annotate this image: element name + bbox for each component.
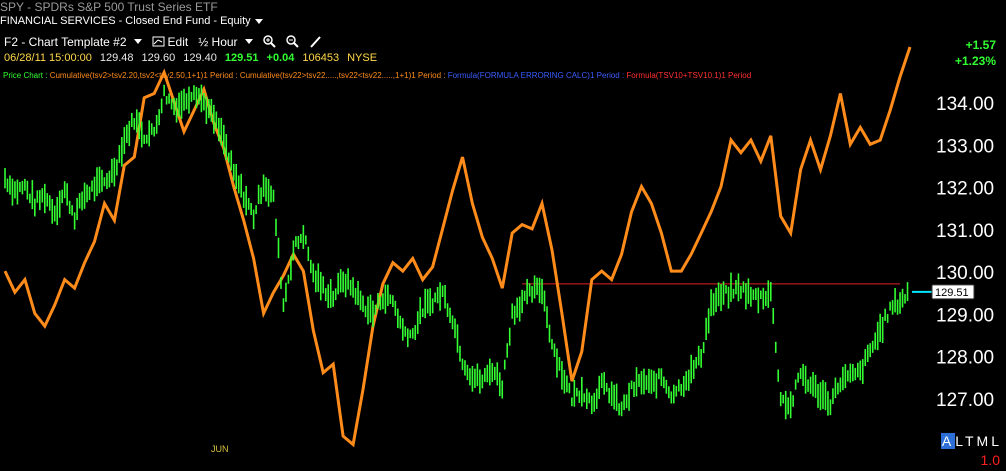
y-tick-label: 134.00: [936, 94, 994, 115]
quote-high: 129.60: [141, 52, 176, 64]
chevron-down-icon: [244, 39, 253, 44]
legend-price[interactable]: Price Chart :: [3, 71, 48, 80]
y-axis-ticks: 134.00 133.00 132.00 131.00 130.00 129.00 128.…: [936, 94, 994, 411]
net-change: +1.57: [965, 38, 996, 52]
quote-low: 129.40: [183, 52, 217, 64]
net-change-box: +1.57 +1.23%: [955, 37, 996, 69]
period-dropdown[interactable]: ½ Hour: [198, 34, 253, 49]
price-bars-green: [4, 84, 909, 420]
quote-change: +0.04: [266, 52, 295, 64]
window-title: SPY - SPDRs S&P 500 Trust Series ETF: [0, 0, 218, 14]
mode-active[interactable]: A: [940, 433, 956, 449]
edit-button[interactable]: Edit: [152, 34, 189, 49]
legend-indicator-4[interactable]: Formula(TSV10+TSV10.1)1 Period: [626, 71, 752, 80]
version-label: 1.0: [980, 452, 1000, 468]
toolbar: F2 - Chart Template #2 Edit ½ Hour: [0, 34, 322, 49]
sector-selector[interactable]: FINANCIAL SERVICES - Closed End Fund - E…: [0, 15, 263, 29]
quote-last: 129.51: [224, 52, 259, 64]
last-price-tag: 129.51: [912, 284, 975, 300]
chevron-down-icon: [254, 18, 263, 24]
quote-datetime: 06/28/11 15:00:00: [4, 52, 92, 64]
period-label: ½ Hour: [198, 34, 238, 49]
mode-rest[interactable]: LTML: [955, 433, 1002, 449]
legend-indicator-1[interactable]: Cumulative(tsv2>tsv2.20,tsv2<tsv2.50,1+1…: [49, 71, 238, 80]
chart-edit-icon: [152, 36, 165, 47]
y-tick-label: 131.00: [936, 221, 994, 242]
quote-open: 129.48: [99, 52, 134, 64]
draw-pen-icon[interactable]: [309, 35, 322, 48]
template-dropdown[interactable]: F2 - Chart Template #2: [4, 35, 142, 49]
legend-indicator-3[interactable]: Formula(FORMULA ERRORING CALC)1 Period :: [447, 71, 625, 80]
quote-volume: 106453: [302, 52, 340, 64]
instrument-name: SPDRs S&P 500 Trust Series ETF: [34, 0, 218, 14]
symbol: SPY: [0, 0, 24, 14]
y-tick-label: 130.00: [936, 263, 994, 284]
y-tick-label: 132.00: [936, 179, 994, 200]
pct-change: +1.23%: [954, 54, 996, 68]
template-label: F2 - Chart Template #2: [4, 34, 127, 49]
quote-bar: 06/28/11 15:00:00 129.48 129.60 129.40 1…: [0, 52, 377, 66]
legend-indicator-2[interactable]: Cumulative(tsv22>tsv22.....,tsv22<tsv22.…: [239, 71, 446, 80]
indicator-legend: Price Chart : Cumulative(tsv2>tsv2.20,ts…: [0, 71, 751, 82]
zoom-in-icon[interactable]: [262, 35, 276, 48]
quote-exchange: NYSE: [347, 52, 378, 64]
x-axis-label-jun: JUN: [211, 444, 229, 454]
sector-label: FINANCIAL SERVICES - Closed End Fund - E…: [0, 15, 251, 27]
mode-selector[interactable]: ALTML: [940, 433, 1002, 449]
y-tick-label: 133.00: [936, 136, 994, 157]
zoom-out-icon[interactable]: [285, 35, 299, 48]
indicator-line-orange: [3, 46, 912, 448]
y-tick-label: 127.00: [936, 390, 994, 411]
edit-label: Edit: [167, 34, 189, 49]
y-tick-label: 129.00: [936, 305, 994, 326]
chevron-down-icon: [133, 39, 142, 44]
last-price-label: 129.51: [935, 287, 969, 299]
y-tick-label: 128.00: [936, 348, 994, 369]
